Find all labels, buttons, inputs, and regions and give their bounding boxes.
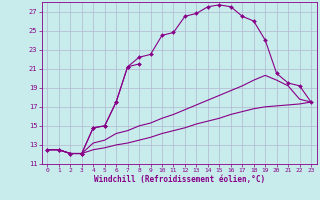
X-axis label: Windchill (Refroidissement éolien,°C): Windchill (Refroidissement éolien,°C) <box>94 175 265 184</box>
